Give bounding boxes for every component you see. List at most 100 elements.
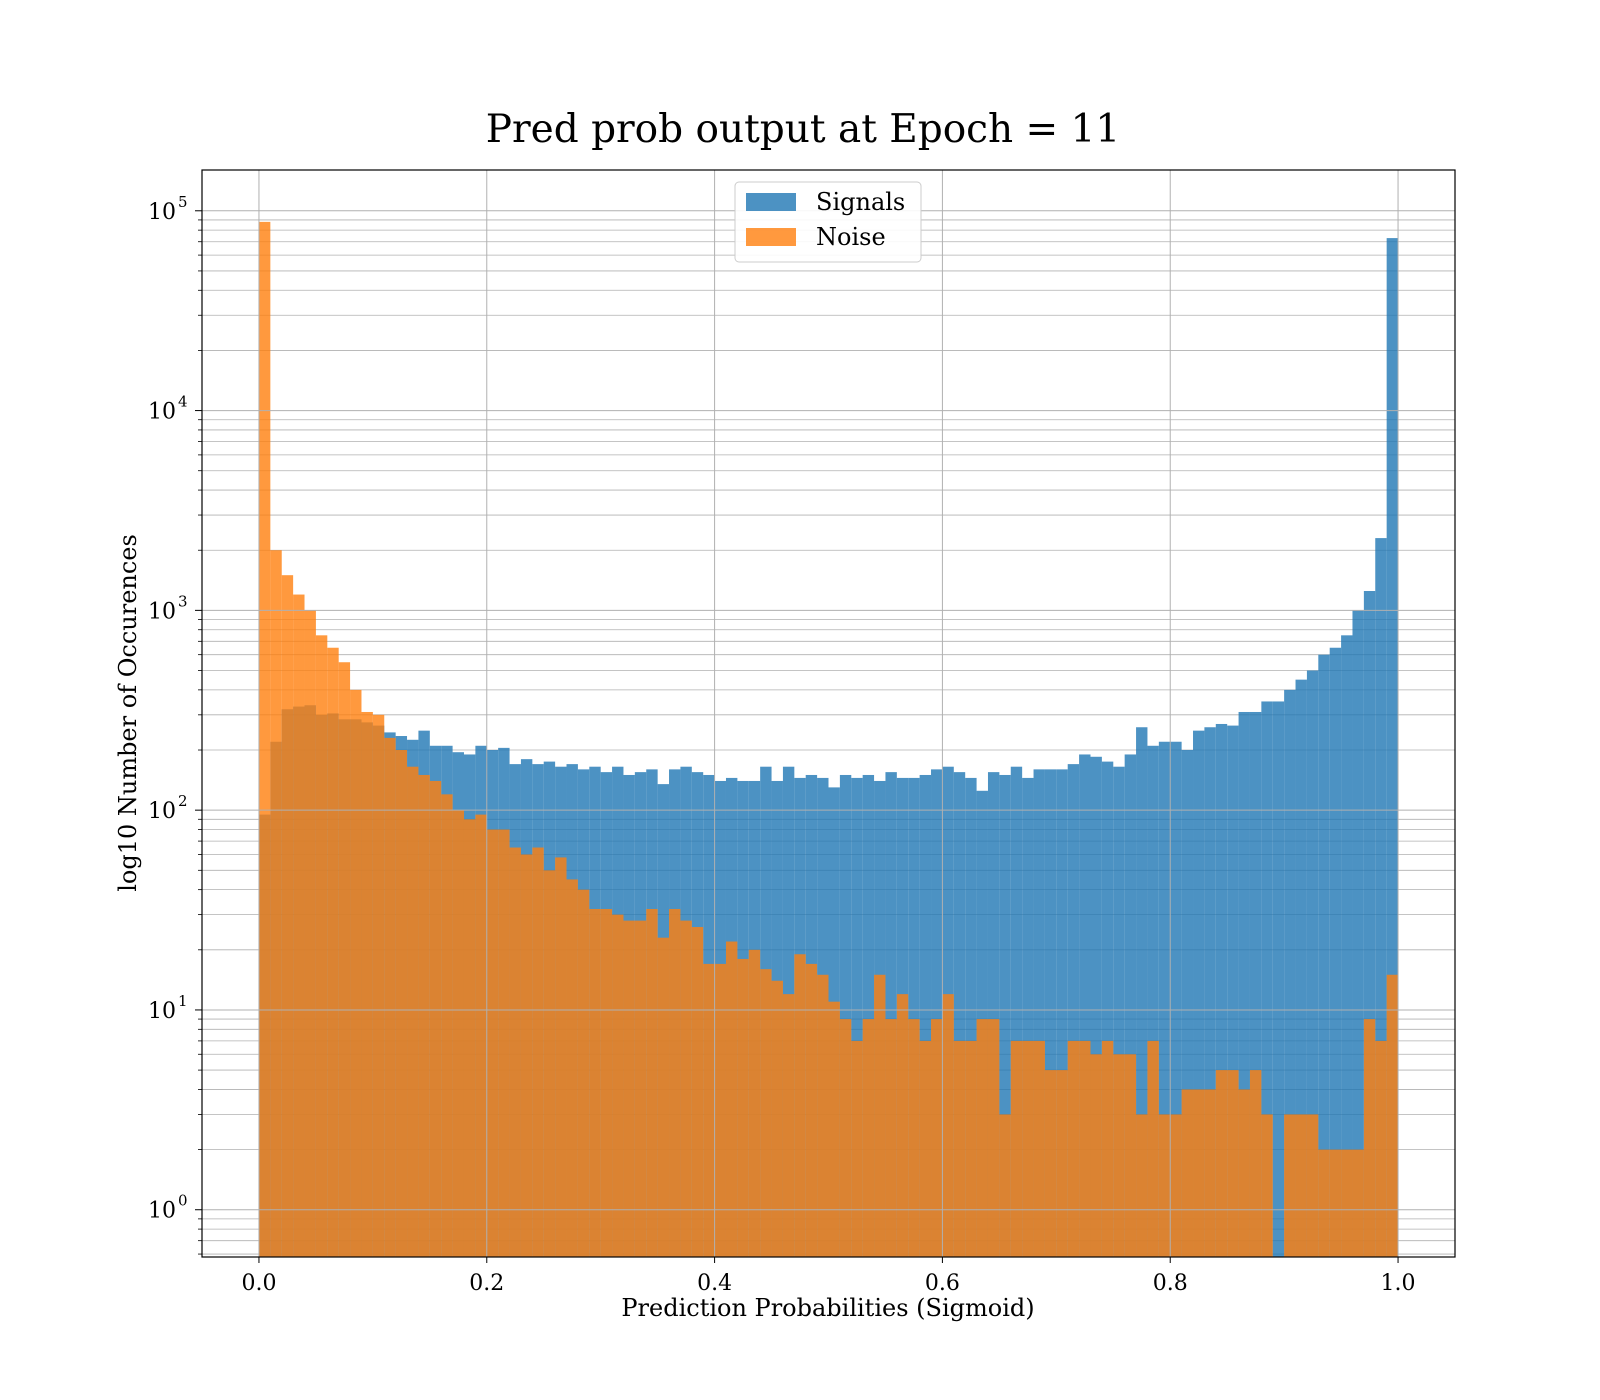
signals-bar [1079,754,1091,1257]
noise-bar [304,610,316,1257]
noise-bar [805,963,818,1257]
noise-bar [555,857,567,1257]
noise-bar [429,780,442,1257]
noise-bar [1215,1070,1228,1257]
signals-bar [1101,761,1114,1257]
signals-bar [1386,238,1399,1257]
noise-bar [520,854,533,1257]
x-tick-label: 0.2 [469,1271,504,1296]
noise-bar [874,974,886,1257]
noise-bar [760,969,772,1257]
noise-bar [1352,1149,1364,1257]
noise-bar [976,1019,988,1257]
signals-bar [1136,727,1148,1257]
noise-bar [1238,1089,1250,1257]
signals-bar [1170,741,1182,1257]
signals-bar [862,774,875,1257]
noise-bar [1363,1019,1376,1257]
noise-bar [384,737,396,1257]
noise-bar [908,1019,920,1257]
noise-bar [1090,1054,1102,1257]
y-tick-label: 10 [148,200,176,225]
noise-bar [475,814,487,1257]
noise-bar [1044,1070,1057,1257]
noise-bar [942,994,954,1257]
signals-bar [1204,727,1216,1257]
noise-bar [1124,1054,1137,1257]
noise-bar [486,829,499,1257]
noise-bar [509,847,521,1257]
noise-bar [1204,1089,1216,1257]
signals-bar [851,777,863,1257]
noise-bar [1056,1070,1068,1257]
y-tick-exponent: 3 [178,592,188,610]
noise-bar [953,1040,966,1257]
noise-bar [372,714,385,1257]
noise-bar [418,774,430,1257]
signals-bar [885,772,897,1257]
legend-swatch-noise [746,228,796,246]
noise-bar [828,1001,840,1257]
noise-bar [896,994,909,1257]
noise-bar [1147,1040,1159,1257]
signals-bar [1044,769,1057,1257]
noise-bar [441,794,453,1257]
signals-bar [908,777,920,1257]
noise-bar [919,1040,932,1257]
y-tick-exponent: 0 [178,1192,188,1210]
plot-frame [201,169,1456,1258]
noise-bar [315,635,328,1257]
noise-bar [623,920,635,1257]
y-axis-label: log10 Number of Occurences [114,534,142,892]
noise-bar [1318,1149,1330,1257]
signals-bar [1090,756,1102,1257]
signals-bar [1067,764,1080,1257]
noise-bar [657,937,670,1257]
x-tick-label: 0.8 [1153,1271,1188,1296]
signals-bar [1113,766,1125,1257]
noise-bar [1249,1070,1262,1257]
x-tick-label: 1.0 [1381,1271,1416,1296]
noise-bar [327,647,339,1257]
noise-bar [600,909,613,1257]
x-tick-label: 0.4 [697,1271,732,1296]
noise-bar [748,949,761,1257]
noise-bar [407,766,419,1257]
signals-bar [953,772,966,1257]
noise-bar [338,662,351,1257]
signals-bar [1124,754,1137,1257]
noise-bar [691,927,704,1257]
signals-bar [931,769,943,1257]
noise-bar [1113,1054,1125,1257]
noise-bar [987,1019,1000,1257]
noise-bar [452,810,464,1257]
signals-bar [987,772,1000,1257]
noise-bar [999,1114,1011,1257]
y-tick-label: 10 [148,1199,176,1224]
noise-bar [577,889,590,1257]
legend-label-noise: Noise [816,223,886,251]
signals-bar [1181,750,1194,1257]
signals-bar [1158,741,1171,1257]
noise-bar [1022,1040,1034,1257]
chart-title: Pred prob output at Epoch = 11 [486,107,1121,152]
noise-bar [851,1040,863,1257]
noise-bar [1284,1114,1296,1257]
signals-bar [919,774,932,1257]
signals-bar [1215,723,1228,1257]
y-tick-label: 10 [148,799,176,824]
noise-bar [361,711,373,1257]
noise-bar [350,689,362,1257]
x-axis-label: Prediction Probabilities (Sigmoid) [621,1294,1034,1322]
noise-bar [782,994,795,1257]
signals-bar [1238,711,1250,1257]
noise-bar [1033,1040,1045,1257]
noise-bar [1386,974,1399,1257]
noise-bar [817,974,829,1257]
signals-bar [1193,730,1205,1257]
signals-bar [1056,769,1068,1257]
noise-bar [1181,1089,1194,1257]
noise-bar [1170,1114,1182,1257]
noise-bar [737,958,749,1257]
signals-bar [999,774,1011,1257]
